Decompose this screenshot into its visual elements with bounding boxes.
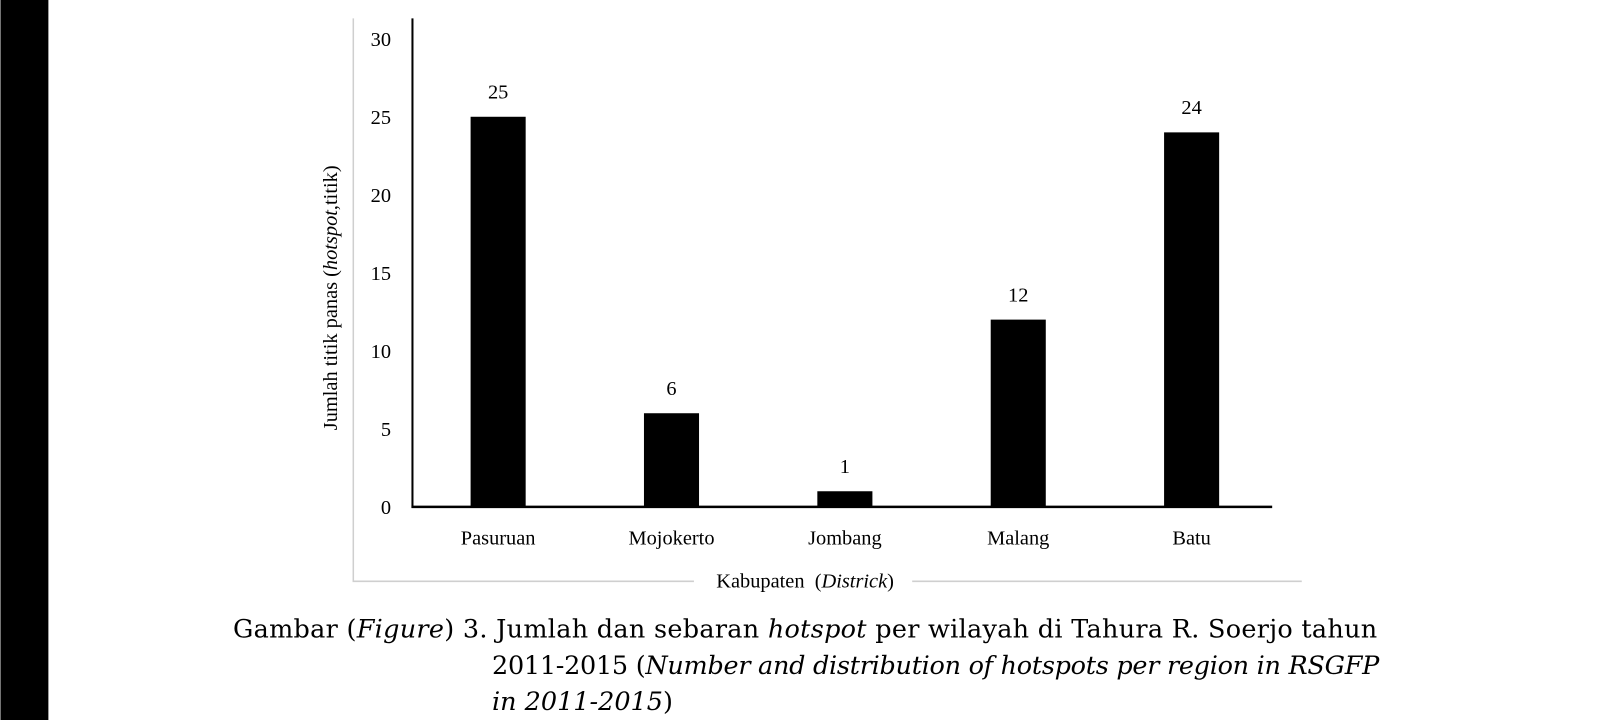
caption-part: per wilayah di Tahura R. Soerjo tahun	[867, 614, 1377, 644]
caption-part: in 2011-2015	[492, 687, 663, 717]
value-label: 24	[1181, 97, 1201, 119]
caption-part: ) 3. Jumlah dan sebaran	[444, 614, 767, 644]
x-tick-label: Malang	[987, 528, 1049, 550]
y-tick-label: 10	[371, 341, 391, 363]
caption-line: Gambar (Figure) 3. Jumlah dan sebaran ho…	[233, 614, 1377, 644]
caption-part: Number and distribution of hotspots per …	[644, 651, 1380, 681]
x-label-part: Kabupaten (	[716, 570, 821, 592]
y-tick-label: 25	[371, 107, 391, 129]
x-label-part: Districk	[820, 570, 888, 592]
x-label-part: )	[887, 570, 894, 592]
bar	[470, 116, 526, 507]
x-tick-label: Pasuruan	[461, 528, 536, 550]
bar	[817, 491, 873, 507]
x-tick-label: Jombang	[808, 528, 882, 550]
caption-part: hotspot	[768, 614, 867, 644]
caption-part: Gambar (	[233, 614, 356, 644]
caption-part: )	[663, 687, 673, 717]
caption-part: Figure	[356, 614, 444, 644]
x-tick-label: Batu	[1172, 528, 1210, 550]
y-tick-label: 15	[371, 263, 391, 285]
value-label: 1	[840, 456, 850, 478]
y-label-part: hotspot	[320, 209, 342, 270]
caption-line: 2011-2015 (Number and distribution of ho…	[492, 651, 1380, 681]
frame	[352, 18, 1302, 583]
y-axis-label: Jumlah titik panas (hotspot,titik)	[320, 165, 342, 430]
y-label-part: ,titik)	[320, 165, 342, 210]
y-tick-label: 5	[381, 419, 391, 441]
y-tick-label: 30	[371, 29, 391, 51]
y-tick-label: 20	[371, 185, 391, 207]
bar	[643, 413, 700, 507]
value-label: 25	[488, 81, 508, 103]
side-strip	[0, 0, 49, 720]
x-tick-label: Mojokerto	[628, 528, 714, 550]
x-axis-label: Kabupaten (Districk)	[716, 570, 894, 592]
value-label: 6	[666, 378, 676, 400]
x-label-bg	[693, 569, 913, 594]
caption-line: in 2011-2015)	[492, 687, 673, 717]
caption-part: 2011-2015 (	[492, 651, 646, 681]
y-tick-label: 0	[381, 497, 391, 519]
bar	[990, 319, 1046, 507]
bar	[1164, 132, 1220, 507]
plot: Jumlah titik panas (hotspot,titik) Kabup…	[320, 18, 1302, 594]
caption: Gambar (Figure) 3. Jumlah dan sebaran ho…	[233, 614, 1380, 716]
value-label: 12	[1008, 284, 1028, 306]
y-label-part: Jumlah titik panas (	[320, 270, 342, 430]
